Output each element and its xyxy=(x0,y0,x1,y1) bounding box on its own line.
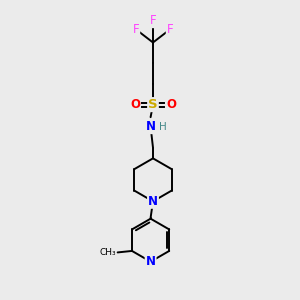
Text: N: N xyxy=(146,255,156,268)
Text: N: N xyxy=(146,120,156,133)
Text: F: F xyxy=(133,22,139,36)
Text: S: S xyxy=(148,98,158,111)
Text: F: F xyxy=(167,22,173,36)
Text: N: N xyxy=(148,195,158,208)
Text: CH₃: CH₃ xyxy=(100,248,116,257)
Text: F: F xyxy=(150,14,156,27)
Text: H: H xyxy=(159,122,167,132)
Text: O: O xyxy=(166,98,176,111)
Text: O: O xyxy=(130,98,140,111)
